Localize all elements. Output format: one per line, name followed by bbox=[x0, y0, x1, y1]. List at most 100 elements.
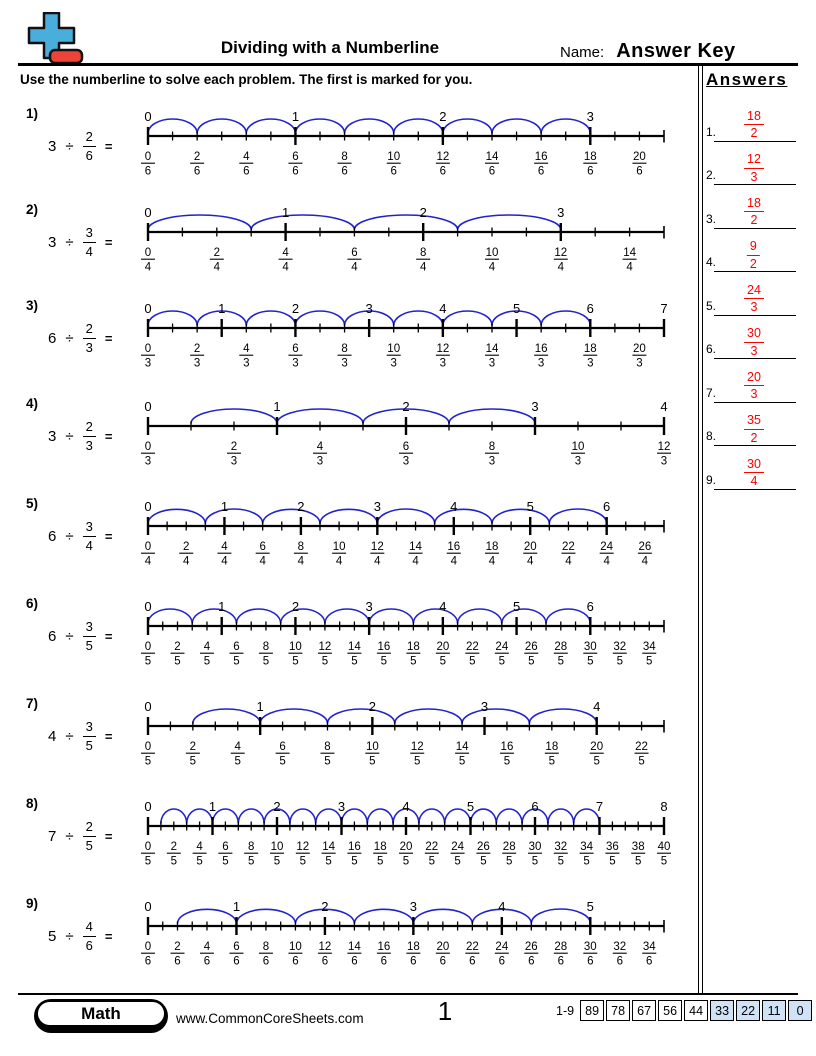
svg-text:1: 1 bbox=[221, 499, 228, 514]
subject-badge: Math bbox=[34, 999, 168, 1033]
answer-fraction: 18 2 bbox=[744, 195, 764, 227]
svg-text:0: 0 bbox=[145, 641, 151, 653]
divisor-fraction: 2 5 bbox=[82, 819, 96, 852]
svg-text:5: 5 bbox=[351, 856, 357, 868]
equals-sign: = bbox=[104, 928, 113, 944]
page-title: Dividing with a Numberline bbox=[220, 38, 440, 57]
svg-text:34: 34 bbox=[580, 841, 593, 853]
answer-row: 8. 35 2 bbox=[706, 403, 798, 446]
answer-blank-line bbox=[714, 140, 796, 142]
svg-text:6: 6 bbox=[528, 956, 534, 968]
integer-labels: 0 1 2 3 bbox=[144, 205, 564, 220]
svg-text:5: 5 bbox=[381, 656, 387, 668]
svg-text:6: 6 bbox=[538, 166, 544, 178]
svg-text:4: 4 bbox=[603, 556, 610, 568]
svg-text:0: 0 bbox=[145, 247, 151, 259]
divisor-fraction: 3 5 bbox=[82, 720, 96, 752]
svg-text:8: 8 bbox=[341, 151, 347, 163]
dividend: 6 bbox=[48, 627, 57, 645]
svg-text:1: 1 bbox=[273, 399, 280, 414]
svg-text:5: 5 bbox=[532, 856, 538, 868]
answer-fraction: 20 3 bbox=[744, 369, 764, 401]
svg-text:6: 6 bbox=[292, 956, 298, 968]
svg-text:3: 3 bbox=[587, 358, 593, 370]
svg-text:4: 4 bbox=[243, 343, 250, 355]
svg-text:4: 4 bbox=[204, 641, 211, 653]
divisor-fraction-bar bbox=[82, 835, 96, 837]
answer-fraction-denominator: 3 bbox=[750, 387, 758, 401]
answer-number: 3. bbox=[706, 211, 717, 226]
svg-text:4: 4 bbox=[593, 699, 600, 714]
answer-number: 4. bbox=[706, 255, 717, 269]
answer-fraction-denominator: 2 bbox=[750, 213, 758, 227]
svg-text:6: 6 bbox=[531, 799, 538, 814]
integer-labels: 0 1 2 3 4 5 6 7 8 bbox=[144, 799, 667, 814]
answer-fraction-numerator: 35 bbox=[747, 413, 761, 427]
answer-row: 3. 18 2 bbox=[706, 185, 798, 229]
svg-text:5: 5 bbox=[469, 656, 475, 668]
problem-expression: 5 ÷ 4 6 = bbox=[48, 920, 112, 952]
svg-text:22: 22 bbox=[466, 641, 479, 653]
svg-text:3: 3 bbox=[575, 456, 581, 468]
answer-fraction-numerator: 12 bbox=[747, 152, 761, 166]
score-cell: 22 bbox=[736, 1000, 761, 1021]
answer-fraction-bar bbox=[744, 298, 764, 299]
divisor-numerator: 3 bbox=[85, 619, 93, 634]
problem-expression: 6 ÷ 3 4 = bbox=[48, 520, 112, 552]
division-sign: ÷ bbox=[65, 727, 74, 745]
svg-text:5: 5 bbox=[263, 656, 269, 668]
svg-text:0: 0 bbox=[145, 541, 151, 553]
answer-fraction-denominator: 3 bbox=[750, 343, 758, 358]
svg-text:5: 5 bbox=[235, 756, 241, 768]
svg-text:2: 2 bbox=[297, 499, 304, 514]
answer-fraction-denominator: 2 bbox=[749, 256, 757, 271]
problem: 8) 7 ÷ 2 5 = 0 1 2 3 4 5 6 7 8 0 5 2 5 4 5 6 5 8 5 10 5 12 5 14… bbox=[20, 794, 696, 888]
answer-fraction-numerator: 18 bbox=[747, 195, 761, 210]
svg-text:5: 5 bbox=[233, 656, 239, 668]
svg-text:6: 6 bbox=[263, 956, 269, 968]
divisor-numerator: 2 bbox=[85, 819, 93, 834]
division-sign: ÷ bbox=[65, 427, 74, 445]
svg-text:16: 16 bbox=[447, 541, 460, 553]
svg-text:20: 20 bbox=[436, 941, 449, 953]
answer-number: 1. bbox=[706, 124, 717, 139]
footer-divider bbox=[18, 993, 798, 995]
answer-fraction-denominator: 2 bbox=[750, 430, 758, 445]
dividend: 7 bbox=[48, 827, 57, 845]
svg-text:12: 12 bbox=[658, 441, 671, 453]
fraction-labels: 0 3 2 3 4 3 6 3 8 3 10 3 12 3 14 3 16 3 18 3 20 3 bbox=[141, 343, 647, 370]
svg-text:10: 10 bbox=[366, 741, 379, 753]
name-label: Name: bbox=[560, 44, 605, 61]
svg-text:16: 16 bbox=[377, 641, 390, 653]
svg-text:5: 5 bbox=[410, 656, 416, 668]
svg-text:5: 5 bbox=[593, 756, 599, 768]
svg-text:5: 5 bbox=[638, 756, 644, 768]
svg-text:5: 5 bbox=[190, 756, 196, 768]
svg-text:6: 6 bbox=[499, 956, 505, 968]
svg-text:0: 0 bbox=[144, 699, 151, 714]
svg-text:3: 3 bbox=[374, 499, 381, 514]
svg-text:18: 18 bbox=[407, 941, 420, 953]
jump-arcs bbox=[192, 708, 598, 724]
svg-text:0: 0 bbox=[144, 205, 151, 220]
svg-text:20: 20 bbox=[633, 151, 646, 163]
svg-text:2: 2 bbox=[171, 841, 177, 853]
jump-arcs bbox=[147, 508, 608, 524]
division-sign: ÷ bbox=[65, 827, 74, 845]
answer-fraction-denominator: 3 bbox=[750, 169, 758, 184]
svg-text:3: 3 bbox=[292, 358, 298, 370]
svg-text:0: 0 bbox=[144, 399, 151, 414]
answer-fraction-bar bbox=[744, 385, 764, 386]
svg-text:3: 3 bbox=[489, 456, 495, 468]
svg-text:5: 5 bbox=[587, 656, 593, 668]
svg-text:3: 3 bbox=[366, 599, 373, 614]
svg-text:26: 26 bbox=[638, 541, 651, 553]
answer-fraction-numerator: 20 bbox=[747, 369, 761, 384]
svg-text:0: 0 bbox=[144, 499, 151, 514]
answer-fraction: 24 3 bbox=[744, 283, 764, 314]
svg-text:5: 5 bbox=[558, 856, 564, 868]
svg-text:0: 0 bbox=[144, 799, 151, 814]
